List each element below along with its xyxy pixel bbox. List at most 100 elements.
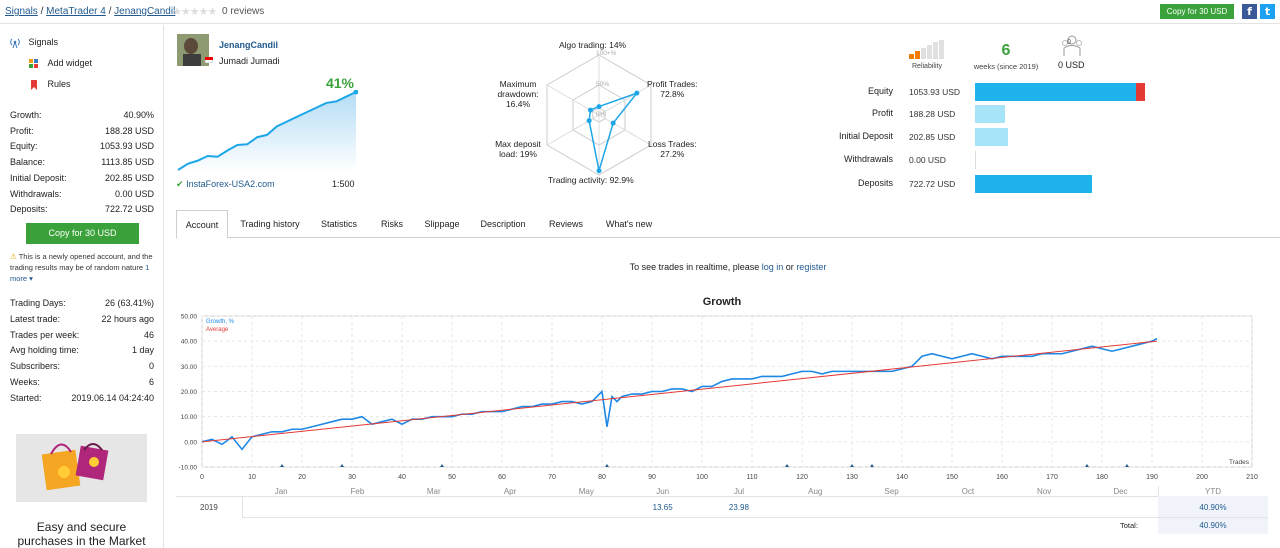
stat-value: 1053.93 USD <box>99 141 154 152</box>
stat-row: Avg holding time: 1 day <box>10 344 154 356</box>
stat-label: Deposits: <box>10 204 48 215</box>
tab-what-s-new[interactable]: What's new <box>605 219 653 229</box>
copy-signal-button-top[interactable]: Copy for 30 USD <box>1160 4 1234 19</box>
rating-stars[interactable]: ★★★★★ <box>172 6 217 18</box>
market-promo-text[interactable]: Easy and secure purchases in the Market <box>17 520 146 548</box>
avatar[interactable] <box>177 34 209 66</box>
breadcrumb-signal[interactable]: JenangCandil <box>114 6 176 17</box>
series-line-growth <box>201 337 1158 451</box>
x-axis-label: Trades <box>1229 459 1250 466</box>
facebook-icon[interactable]: f <box>1242 4 1257 19</box>
x-tick-label: 0 <box>200 474 204 481</box>
tab-slippage[interactable]: Slippage <box>424 219 460 229</box>
notice-more-link[interactable]: 1 more ▾ <box>10 263 150 283</box>
x-tick-label: 180 <box>1096 474 1108 481</box>
stat-label: Equity: <box>10 141 38 152</box>
y-tick-label: 10.00 <box>181 414 198 421</box>
total-label: Total: <box>1120 521 1138 530</box>
copy-signal-button[interactable]: Copy for 30 USD <box>26 223 139 244</box>
radar-maxdep-title: Max deposit <box>495 139 541 149</box>
month-label-apr: Apr <box>503 487 517 496</box>
deposit-marker <box>605 464 609 467</box>
stat-bar-1 <box>975 105 1006 123</box>
month-label-jul: Jul <box>733 487 745 496</box>
tab-description[interactable]: Description <box>480 219 526 229</box>
bar-value-3: 0.00 USD <box>909 155 946 165</box>
register-link[interactable]: register <box>796 262 827 272</box>
sidebar-item-signals[interactable]: Signals <box>10 37 58 48</box>
table-divider <box>176 496 1268 497</box>
market-promo-image[interactable] <box>16 434 147 502</box>
radar-profit-title: Profit Trades: <box>647 79 698 89</box>
stat-label: Subscribers: <box>10 361 61 372</box>
tab-statistics[interactable]: Statistics <box>320 219 357 229</box>
new-account-notice: ⚠ This is a newly opened account, and th… <box>10 251 155 284</box>
stat-value: 22 hours ago <box>101 313 154 324</box>
deposit-marker <box>1125 464 1129 467</box>
breadcrumb-signals[interactable]: Signals <box>5 6 38 17</box>
tab-trading-history[interactable]: Trading history <box>240 219 300 229</box>
stat-label: Started: <box>10 392 42 403</box>
shopping-bags-icon <box>16 434 147 502</box>
y-tick-label: 40.00 <box>181 339 198 346</box>
x-tick-label: 130 <box>846 474 858 481</box>
chart-title: Growth <box>702 296 742 308</box>
radar-point-3 <box>596 168 602 174</box>
tab-bar: Account Trading history Statistics Risks Sli… <box>176 210 1280 239</box>
bar-value-1: 188.28 USD <box>909 109 956 119</box>
month-label-oct: Oct <box>961 487 975 496</box>
reliability-icon <box>909 40 944 59</box>
radar-point-1 <box>634 90 640 96</box>
month-value-jul: 23.98 <box>728 503 749 512</box>
stat-bar-2 <box>975 128 1008 146</box>
breadcrumb-separator: / <box>108 6 112 17</box>
tab-reviews[interactable]: Reviews <box>548 219 583 229</box>
sidebar-item-rules[interactable]: Rules <box>29 79 71 90</box>
stat-row: Deposits: 722.72 USD <box>10 203 154 215</box>
tab-account[interactable]: Account <box>176 210 228 239</box>
total-cell-bg <box>1158 518 1268 534</box>
tab-risks[interactable]: Risks <box>381 219 403 229</box>
reviews-count: 0 reviews <box>222 6 265 17</box>
stat-label: Initial Deposit: <box>10 172 67 183</box>
sparkline-endpoint <box>353 90 358 95</box>
year-label: 2019 <box>200 503 218 512</box>
twitter-icon[interactable]: t <box>1260 4 1275 19</box>
antenna-icon <box>10 38 20 48</box>
radar-activity-label: Trading activity: 92.9% <box>548 175 634 185</box>
deposit-marker <box>280 464 284 467</box>
y-tick-label: 0.00 <box>184 439 197 446</box>
stat-row: Balance: 1113.85 USD <box>10 156 154 168</box>
broker-link[interactable]: InstaForex-USA2.com <box>186 179 275 189</box>
stat-row: Latest trade: 22 hours ago <box>10 313 154 325</box>
sidebar-item-label: Rules <box>47 79 71 89</box>
y-tick-label: -10.00 <box>179 465 198 472</box>
radar-drawdown-label: Maximum drawdown: 16.4% <box>492 79 544 109</box>
radar-point-5 <box>587 107 593 113</box>
radar-maxdep-label: Max deposit load: 19% <box>488 139 548 159</box>
y-tick-label: 30.00 <box>181 364 198 371</box>
bar-value-2: 202.85 USD <box>909 132 956 142</box>
stat-value: 6 <box>148 377 154 387</box>
deposit-marker <box>440 464 444 467</box>
stat-bar-4 <box>975 175 1092 193</box>
total-value: 40.90% <box>1199 521 1227 530</box>
bar-label-2: Initial Deposit <box>838 131 893 141</box>
realtime-text: To see trades in realtime, please <box>629 262 760 272</box>
warning-icon: ⚠ <box>10 252 17 261</box>
sidebar-item-add-widget[interactable]: Add widget <box>29 58 92 69</box>
x-tick-label: 90 <box>648 474 656 481</box>
stat-row: Growth: 40.90% <box>10 109 154 121</box>
breadcrumb-platform[interactable]: MetaTrader 4 <box>46 6 106 17</box>
month-label-aug: Aug <box>808 487 823 496</box>
stat-label: Trading Days: <box>10 298 66 308</box>
stat-row: Subscribers: 0 <box>10 360 154 372</box>
sidebar-item-label: Signals <box>28 37 59 47</box>
stat-label: Balance: <box>10 157 46 168</box>
login-link[interactable]: log in <box>761 262 784 272</box>
signal-name[interactable]: JenangCandil <box>219 40 279 50</box>
stat-row: Initial Deposit: 202.85 USD <box>10 172 154 184</box>
author-name[interactable]: Jumadi Jumadi <box>219 56 280 66</box>
stat-row: Trades per week: 46 <box>10 329 154 341</box>
x-tick-label: 210 <box>1246 474 1258 481</box>
